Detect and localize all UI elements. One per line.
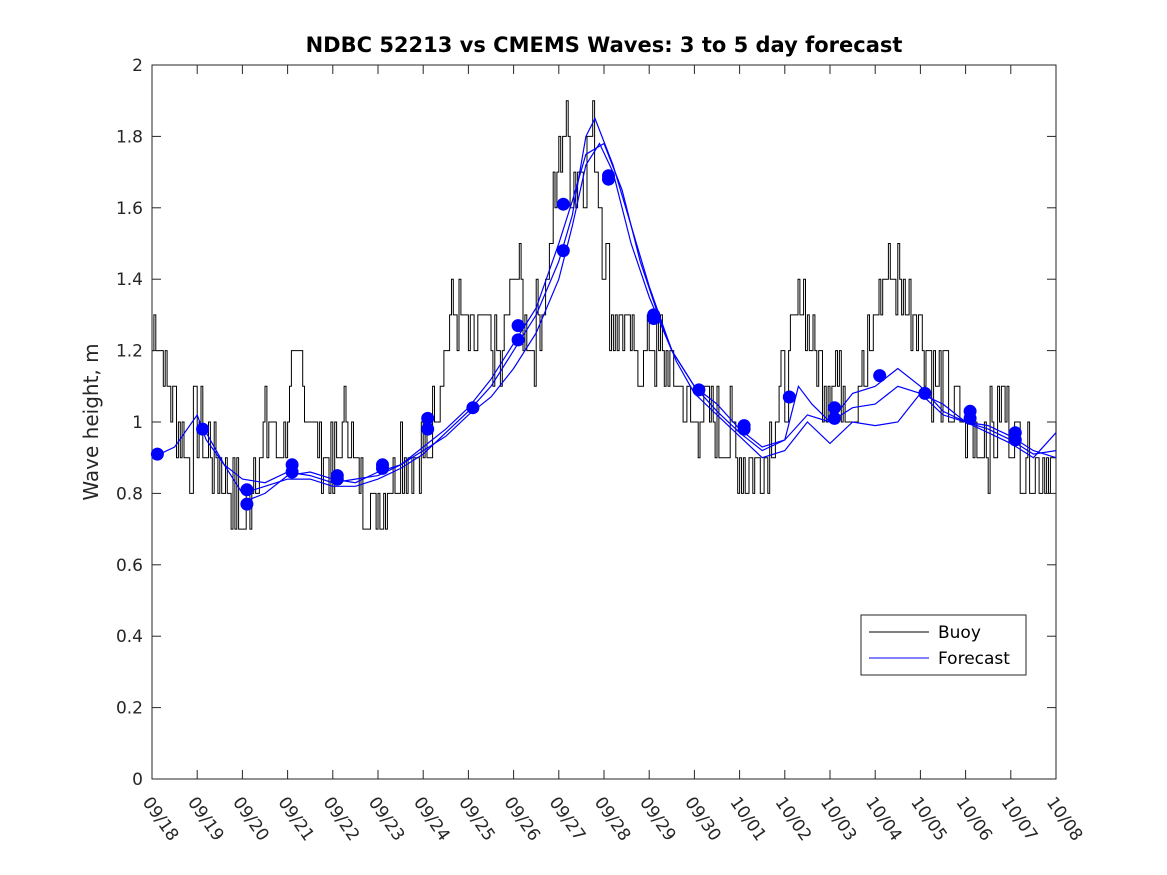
forecast-line-2 (205, 117, 1057, 495)
forecast-marker (150, 447, 164, 461)
legend: Buoy Forecast (860, 614, 1027, 676)
x-tick-label: 09/25 (454, 793, 498, 845)
x-tick-label: 09/22 (319, 793, 363, 845)
x-tick-label: 09/24 (409, 793, 453, 845)
forecast-markers (150, 169, 1022, 511)
y-tick-label: 0.4 (116, 627, 143, 647)
y-tick-label: 0.6 (116, 556, 143, 576)
forecast-marker (828, 411, 841, 425)
forecast-marker (647, 312, 661, 325)
plot-area (150, 64, 1057, 780)
y-tick-label: 0 (132, 770, 143, 790)
forecast-marker (556, 244, 570, 258)
y-tick-label: 1.4 (116, 270, 143, 290)
x-tick-label: 09/28 (590, 793, 634, 845)
x-tick-label: 09/30 (680, 793, 724, 845)
x-tick-label: 09/19 (183, 793, 227, 845)
x-tick-label: 09/23 (364, 793, 408, 845)
forecast-marker (511, 319, 525, 333)
x-tick-label: 09/20 (228, 793, 272, 845)
forecast-marker (240, 497, 254, 511)
buoy-line (152, 100, 1057, 530)
forecast-marker (828, 401, 841, 415)
y-tick-label: 1.8 (116, 127, 143, 147)
x-tick-label: 10/08 (1042, 793, 1086, 845)
buoy-series (152, 100, 1057, 530)
x-tick-label: 09/26 (500, 793, 544, 845)
y-axis-label: Wave height, m (79, 343, 103, 500)
legend-box (860, 614, 1027, 676)
y-tick-label: 2 (132, 56, 143, 76)
y-tick-label: 1 (132, 413, 143, 433)
forecast-marker (196, 422, 210, 436)
x-tick-label: 09/21 (274, 793, 318, 845)
x-tick-label: 10/05 (906, 793, 950, 845)
x-tick-label: 10/04 (861, 793, 905, 845)
x-tick-label: 09/29 (635, 793, 679, 845)
x-tick-label: 10/01 (726, 793, 770, 845)
x-tick-label: 09/18 (138, 793, 182, 845)
forecast-marker (330, 472, 344, 486)
y-tick-label: 1.6 (116, 199, 143, 219)
forecast-marker (963, 411, 977, 425)
y-tick-label: 1.2 (116, 342, 143, 362)
x-tick-label: 10/06 (952, 793, 996, 845)
x-tick-label: 10/07 (997, 793, 1041, 845)
forecast-marker (285, 465, 299, 479)
forecast-marker (376, 461, 389, 475)
forecast-marker (1008, 433, 1022, 447)
forecast-marker (421, 422, 435, 436)
y-tick-label: 0.8 (116, 484, 143, 504)
forecast-marker (782, 390, 796, 404)
forecast-marker (737, 422, 751, 436)
forecast-marker (602, 172, 615, 186)
forecast-marker (240, 483, 254, 497)
chart-title: NDBC 52213 vs CMEMS Waves: 3 to 5 day fo… (306, 33, 903, 57)
legend-buoy-label: Buoy (938, 623, 981, 643)
forecast-marker (556, 197, 570, 211)
y-tick-label: 0.2 (116, 699, 143, 719)
x-tick-label: 10/03 (816, 793, 860, 845)
forecast-marker (511, 333, 525, 347)
x-tick-label: 09/27 (545, 793, 589, 845)
y-axis: 0 0.2 0.4 0.6 0.8 1 1.2 1.4 1.6 1.8 2 (116, 56, 1056, 790)
forecast-marker (421, 411, 435, 425)
forecast-marker (918, 386, 932, 400)
forecast-marker (873, 369, 887, 383)
x-tick-label: 10/02 (771, 793, 815, 845)
forecast-marker (692, 383, 706, 397)
forecast-marker (466, 401, 480, 415)
legend-forecast-label: Forecast (938, 649, 1010, 669)
